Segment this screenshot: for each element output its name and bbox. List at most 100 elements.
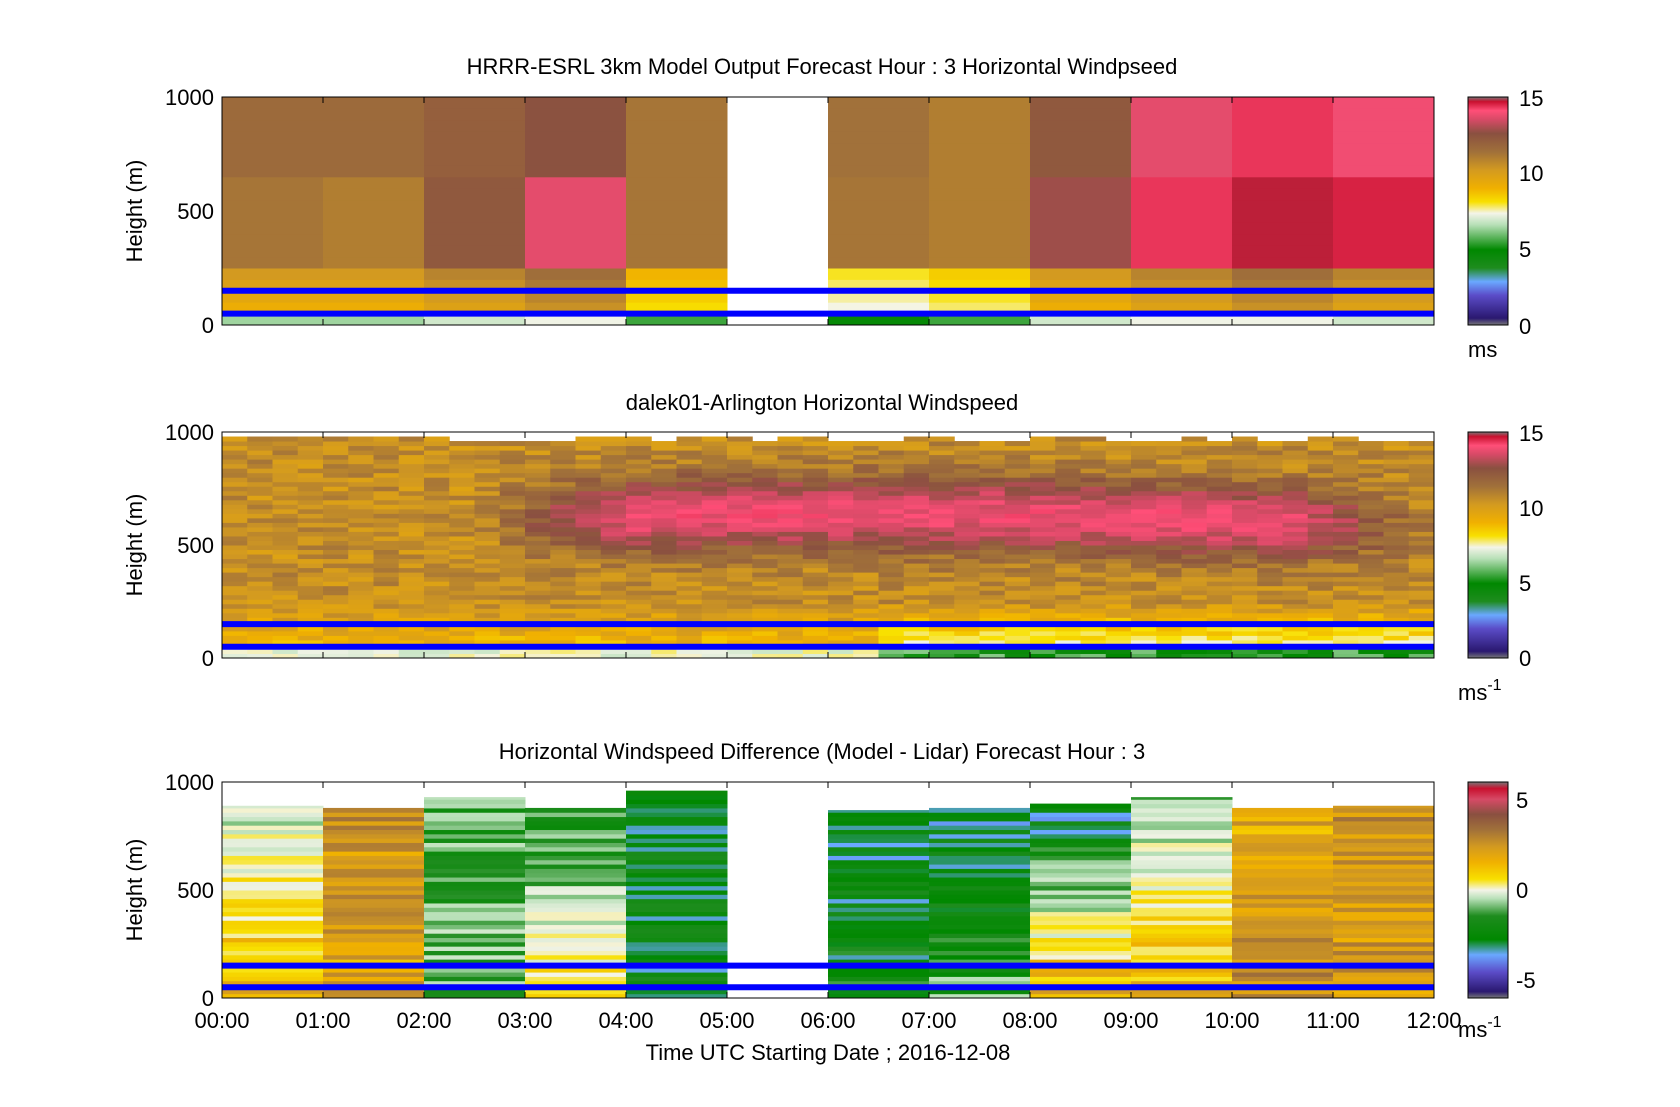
heatmap-cell [828, 513, 854, 519]
heatmap-cell [272, 463, 299, 469]
heatmap-cell [752, 504, 778, 510]
heatmap-cell [828, 526, 854, 532]
heatmap-cell [1055, 436, 1081, 442]
heatmap-cell [651, 463, 677, 469]
heatmap-cell [1055, 594, 1081, 600]
heatmap-cell [575, 477, 602, 483]
heatmap-cell [828, 894, 930, 900]
heatmap-cell [1333, 855, 1435, 861]
heatmap-cell [525, 653, 551, 659]
heatmap-cell [777, 653, 804, 659]
heatmap-cell [1358, 477, 1384, 483]
heatmap-cell [1181, 499, 1208, 505]
reference-lines [222, 621, 1434, 650]
heatmap-cell [752, 576, 778, 582]
heatmap-cell [1030, 279, 1132, 292]
heatmap-cell [499, 648, 526, 654]
heatmap-cell [954, 594, 980, 600]
heatmap-cell [676, 535, 703, 541]
heatmap-cell [1131, 531, 1157, 537]
heatmap-cell [297, 526, 324, 532]
heatmap-cell [323, 199, 425, 212]
heatmap-cell [1080, 630, 1107, 636]
heatmap-cell [1358, 522, 1384, 528]
heatmap-cell [474, 545, 501, 551]
heatmap-cell [398, 572, 425, 578]
heatmap-cell [323, 576, 349, 582]
heatmap-cell [954, 531, 980, 537]
heatmap-cell [1156, 563, 1182, 569]
heatmap-cell [398, 576, 425, 582]
heatmap-cell [929, 463, 955, 469]
heatmap-cell [424, 820, 526, 826]
heatmap-cell [297, 531, 324, 537]
heatmap-cell [828, 976, 930, 982]
heatmap-cell [954, 567, 980, 573]
heatmap-cell [828, 441, 854, 447]
heatmap-cell [1156, 612, 1182, 618]
y-tick-label: 1000 [165, 770, 214, 795]
heatmap-cell [1030, 459, 1056, 465]
heatmap-cell [525, 635, 551, 641]
heatmap-cell [701, 648, 728, 654]
heatmap-cell [1004, 603, 1031, 609]
heatmap-cell [1181, 545, 1208, 551]
heatmap-cell [222, 639, 248, 645]
heatmap-cell [828, 950, 930, 956]
heatmap-cell [853, 504, 879, 510]
heatmap-cell [348, 612, 374, 618]
heatmap-cell [550, 630, 576, 636]
heatmap-cell [1131, 463, 1157, 469]
heatmap-cell [1333, 877, 1435, 882]
heatmap-cell [449, 463, 475, 469]
heatmap-cell [727, 648, 753, 654]
heatmap-cell [272, 441, 299, 447]
heatmap-cell [575, 648, 602, 654]
heatmap-cell [626, 531, 652, 537]
heatmap-cell [474, 526, 501, 532]
heatmap-cell [323, 108, 425, 121]
heatmap-cell [222, 920, 324, 926]
heatmap-cell [222, 535, 248, 541]
heatmap-cell [272, 576, 299, 582]
heatmap-cell [525, 554, 551, 560]
heatmap-cell [752, 603, 778, 609]
heatmap-cell [1232, 590, 1258, 596]
heatmap-cell [1131, 495, 1157, 501]
heatmap-cell [222, 890, 324, 895]
heatmap-cell [499, 612, 526, 618]
heatmap-cell [474, 486, 501, 492]
heatmap-cell [929, 256, 1031, 269]
heatmap-cell [424, 490, 450, 496]
heatmap-cell [1232, 486, 1258, 492]
heatmap-cell [297, 563, 324, 569]
heatmap-cell [373, 490, 400, 496]
heatmap-cell [424, 915, 526, 921]
heatmap-cell [727, 617, 753, 623]
heatmap-cell [929, 967, 1031, 973]
heatmap-cell [424, 165, 526, 178]
heatmap-cell [1105, 522, 1132, 528]
heatmap-cell [424, 920, 526, 926]
heatmap-cell [929, 989, 1031, 995]
heatmap-cell [297, 549, 324, 555]
heatmap-cell [777, 454, 804, 460]
heatmap-cell [1333, 233, 1435, 246]
heatmap-cell [1131, 165, 1233, 178]
heatmap-cell [272, 599, 299, 605]
heatmap-cell [222, 838, 324, 843]
heatmap-cell [701, 572, 728, 578]
heatmap-cell [752, 545, 778, 551]
heatmap-cell [626, 950, 728, 956]
heatmap-cell [1333, 131, 1435, 144]
heatmap-cell [1206, 477, 1233, 483]
heatmap-cell [1131, 594, 1157, 600]
heatmap-cell [398, 463, 425, 469]
heatmap-cell [1131, 812, 1233, 818]
heatmap-cell [323, 599, 349, 605]
heatmap-cell [398, 490, 425, 496]
heatmap-cell [1030, 268, 1132, 280]
heatmap-cell [1333, 829, 1435, 835]
heatmap-cell [853, 635, 879, 641]
heatmap-cell [1004, 441, 1031, 447]
